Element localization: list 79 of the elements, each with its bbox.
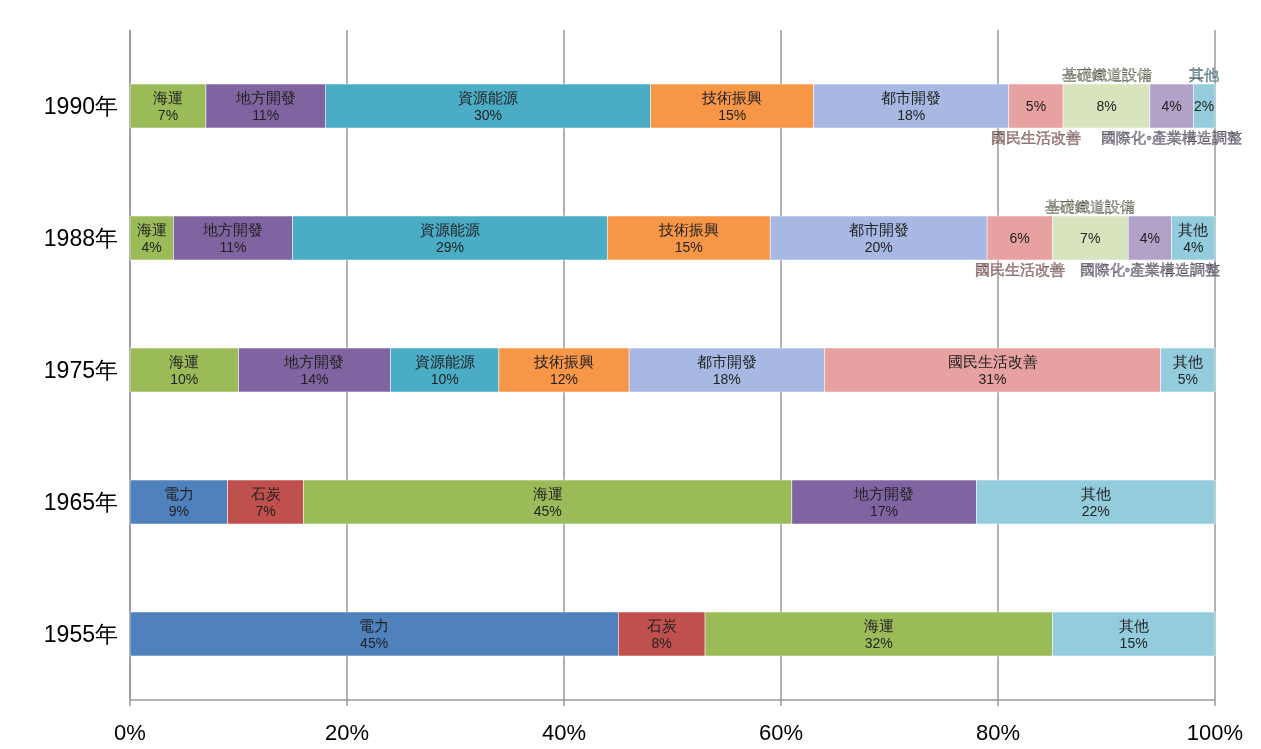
- series-label: 基礎鐵道設備: [1061, 66, 1152, 83]
- data-label: 7%: [1080, 230, 1101, 246]
- series-label: 海運: [152, 89, 183, 106]
- text: 其他: [1178, 221, 1209, 238]
- text: 技術振興: [658, 221, 719, 238]
- text: 技術振興: [534, 353, 594, 370]
- x-tick-label: 40%: [541, 720, 587, 745]
- x-tick-label: 80%: [975, 720, 1021, 745]
- series-label: 國際化•產業構造調整: [1101, 129, 1242, 146]
- data-label: 18%: [712, 371, 741, 387]
- data-label: 7%: [157, 107, 179, 123]
- data-label: 30%: [474, 107, 503, 123]
- text: 資源能源: [414, 353, 475, 370]
- data-label: 10%: [170, 371, 199, 387]
- series-label: 國民生活改善: [947, 353, 1038, 370]
- data-label: 29%: [436, 239, 465, 255]
- x-tick-label: 20%: [324, 720, 370, 745]
- series-label: 石炭: [250, 485, 281, 502]
- text: 其他: [1172, 353, 1203, 370]
- text: 其他: [1080, 485, 1111, 502]
- text: 地方開發: [854, 485, 915, 502]
- text: 國際化•產業構造調整: [1079, 261, 1221, 278]
- y-tick-label: 1955年: [43, 621, 118, 647]
- data-label: 45%: [533, 503, 562, 519]
- data-label: 31%: [978, 371, 1007, 387]
- data-label: 7%: [255, 503, 276, 519]
- data-label: 17%: [870, 503, 899, 519]
- text: 地方開發: [203, 221, 264, 238]
- data-label: 8%: [1096, 98, 1117, 114]
- data-label: 5%: [1025, 98, 1047, 114]
- data-label: 10%: [430, 371, 459, 387]
- text: 海運: [532, 485, 563, 502]
- text: 基礎鐵道設備: [1045, 198, 1136, 215]
- data-label: 15%: [718, 107, 747, 123]
- x-tick-label: 100%: [1186, 720, 1244, 745]
- data-label: 4%: [141, 239, 162, 255]
- series-label: 其他: [1189, 66, 1220, 83]
- text: 國民生活改善: [990, 129, 1081, 146]
- data-label: 12%: [549, 371, 579, 387]
- data-label: 20%: [864, 239, 893, 255]
- text: 都市開發: [848, 221, 909, 238]
- data-label: 9%: [168, 503, 189, 519]
- data-label: 22%: [1081, 503, 1110, 519]
- y-tick-label: 1965年: [43, 489, 118, 515]
- text: 海運: [863, 617, 894, 634]
- data-label: 2%: [1194, 98, 1215, 114]
- text: 石炭: [646, 617, 677, 634]
- text: 電力: [359, 617, 390, 634]
- x-tick-label: 0%: [114, 720, 146, 745]
- data-label: 18%: [897, 107, 926, 123]
- data-label: 6%: [1009, 230, 1030, 246]
- y-tick-label: 1988年: [43, 225, 118, 251]
- data-label: 45%: [360, 635, 389, 651]
- x-tick-label: 60%: [758, 720, 804, 745]
- data-label: 4%: [1139, 230, 1161, 246]
- text: 資源能源: [420, 221, 481, 238]
- text: 國民生活改善: [974, 261, 1065, 278]
- series-label: 技術振興: [701, 89, 763, 106]
- series-label: 都市開發: [881, 89, 942, 106]
- data-label: 15%: [1119, 635, 1148, 651]
- data-label: 15%: [674, 239, 703, 255]
- text: 海運: [169, 353, 200, 370]
- series-label: 資源能源: [458, 89, 519, 106]
- data-label: 11%: [219, 239, 247, 255]
- data-label: 5%: [1177, 371, 1198, 387]
- data-label: 8%: [651, 635, 672, 651]
- text: 地方開發: [284, 353, 345, 370]
- data-label: 14%: [300, 371, 329, 387]
- data-label: 11%: [252, 107, 280, 123]
- text: 其他: [1118, 617, 1149, 634]
- text: 都市開發: [696, 353, 757, 370]
- y-tick-label: 1975年: [43, 357, 118, 383]
- data-label: 4%: [1183, 239, 1204, 255]
- series-label: 電力: [163, 485, 194, 502]
- data-label: 32%: [864, 635, 893, 651]
- series-label: 地方開發: [234, 89, 296, 106]
- data-label: 4%: [1161, 98, 1182, 114]
- text: 海運: [136, 221, 167, 238]
- y-tick-label: 1990年: [43, 93, 118, 119]
